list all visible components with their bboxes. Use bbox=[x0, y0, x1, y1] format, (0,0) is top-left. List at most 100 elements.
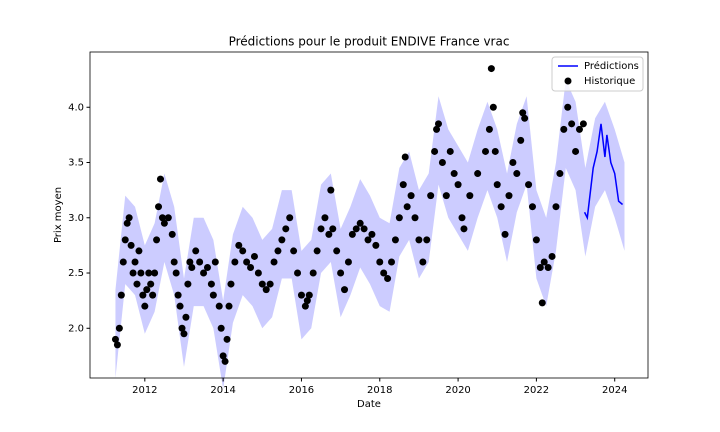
history-point bbox=[501, 230, 509, 238]
history-point bbox=[401, 153, 409, 161]
history-point bbox=[200, 269, 208, 277]
history-point bbox=[528, 203, 536, 211]
history-point bbox=[538, 299, 546, 307]
legend-label: Historique bbox=[584, 76, 635, 87]
history-point bbox=[333, 247, 341, 255]
history-point bbox=[579, 120, 587, 128]
history-point bbox=[227, 280, 235, 288]
history-point bbox=[209, 291, 217, 299]
history-point bbox=[552, 203, 560, 211]
history-point bbox=[156, 175, 164, 183]
history-point bbox=[532, 236, 540, 244]
history-point bbox=[235, 241, 243, 249]
history-point bbox=[133, 280, 141, 288]
history-point bbox=[540, 258, 548, 266]
history-point bbox=[115, 324, 123, 332]
history-point bbox=[415, 236, 423, 244]
history-point bbox=[305, 291, 313, 299]
history-point bbox=[497, 203, 505, 211]
legend-label: Prédictions bbox=[584, 60, 639, 72]
history-point bbox=[337, 269, 345, 277]
plot-frame bbox=[89, 51, 649, 379]
x-axis-label: Date bbox=[357, 399, 381, 410]
history-point bbox=[188, 263, 196, 271]
history-point bbox=[258, 280, 266, 288]
history-point bbox=[297, 291, 305, 299]
history-point bbox=[286, 214, 294, 222]
y-tick-label: 2.0 bbox=[68, 323, 84, 334]
y-tick-label: 3.5 bbox=[68, 158, 84, 169]
history-point bbox=[509, 159, 517, 167]
x-tick-label: 2022 bbox=[524, 385, 549, 396]
history-point bbox=[294, 269, 302, 277]
history-point bbox=[149, 291, 157, 299]
history-point bbox=[458, 214, 466, 222]
history-point bbox=[176, 302, 184, 310]
history-point bbox=[536, 263, 544, 271]
history-point bbox=[270, 258, 278, 266]
history-point bbox=[372, 241, 380, 249]
history-point bbox=[219, 352, 227, 360]
history-point bbox=[519, 109, 527, 117]
history-point bbox=[325, 230, 333, 238]
history-point bbox=[438, 159, 446, 167]
history-point bbox=[403, 203, 411, 211]
history-point bbox=[111, 335, 119, 343]
history-point bbox=[454, 181, 462, 189]
history-point bbox=[321, 214, 329, 222]
history-point bbox=[231, 258, 239, 266]
history-point bbox=[158, 214, 166, 222]
history-point bbox=[125, 214, 133, 222]
history-point bbox=[186, 258, 194, 266]
history-point bbox=[348, 230, 356, 238]
history-point bbox=[266, 280, 274, 288]
history-point bbox=[481, 147, 489, 155]
history-point bbox=[399, 181, 407, 189]
history-point bbox=[239, 247, 247, 255]
chart-title: Prédictions pour le produit ENDIVE Franc… bbox=[229, 35, 510, 49]
history-point bbox=[309, 269, 317, 277]
history-point bbox=[517, 136, 525, 144]
history-point bbox=[446, 147, 454, 155]
history-point bbox=[180, 330, 188, 338]
history-point bbox=[560, 125, 568, 133]
history-point bbox=[223, 335, 231, 343]
x-tick-label: 2012 bbox=[132, 385, 157, 396]
y-tick-label: 3.0 bbox=[68, 213, 84, 224]
history-point bbox=[352, 225, 360, 233]
history-point bbox=[137, 269, 145, 277]
history-point bbox=[505, 192, 513, 200]
history-point bbox=[485, 125, 493, 133]
history-point bbox=[450, 170, 458, 178]
history-point bbox=[153, 236, 161, 244]
history-point bbox=[388, 258, 396, 266]
history-point bbox=[172, 269, 180, 277]
history-point bbox=[282, 225, 290, 233]
history-point bbox=[274, 247, 282, 255]
history-point bbox=[356, 219, 364, 227]
history-point bbox=[427, 192, 435, 200]
history-point bbox=[344, 258, 352, 266]
history-point bbox=[174, 291, 182, 299]
history-point bbox=[487, 65, 495, 73]
history-point bbox=[442, 192, 450, 200]
y-tick-label: 4.0 bbox=[68, 102, 84, 113]
history-point bbox=[411, 214, 419, 222]
history-point bbox=[247, 263, 255, 271]
legend-dot bbox=[564, 77, 572, 85]
history-point bbox=[380, 269, 388, 277]
history-point bbox=[250, 252, 258, 260]
history-point bbox=[493, 181, 501, 189]
history-point bbox=[203, 263, 211, 271]
history-point bbox=[327, 186, 335, 194]
history-point bbox=[129, 269, 137, 277]
history-point bbox=[317, 225, 325, 233]
history-point bbox=[215, 302, 223, 310]
x-tick-label: 2020 bbox=[445, 385, 470, 396]
y-tick-label: 2.5 bbox=[68, 268, 84, 279]
history-point bbox=[419, 258, 427, 266]
history-point bbox=[143, 286, 151, 294]
history-point bbox=[262, 286, 270, 294]
history-point bbox=[568, 120, 576, 128]
history-point bbox=[303, 297, 311, 305]
